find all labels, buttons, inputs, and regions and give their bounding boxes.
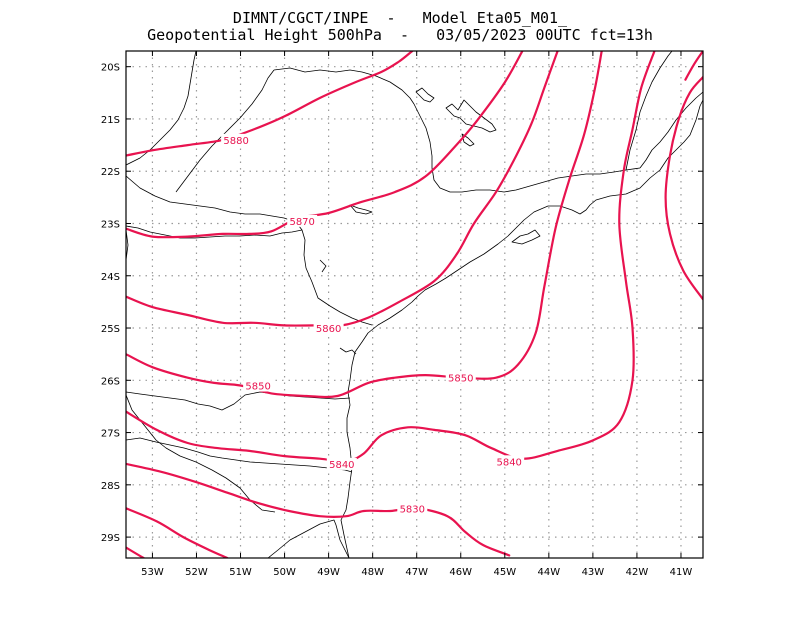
plot-frame: [125, 50, 704, 559]
lon-tick-label: 50W: [273, 567, 296, 578]
contour-5880: [126, 51, 414, 157]
coastline-segment: [126, 391, 351, 411]
lon-tick-label: 43W: [582, 567, 605, 578]
contour-label-bg: [397, 502, 428, 515]
coastline-segment: [126, 229, 129, 261]
lat-tick-label: 23S: [101, 219, 120, 230]
lat-tick-label: 26S: [101, 376, 120, 387]
contour-5850: [126, 51, 603, 399]
lon-tick-label: 44W: [538, 567, 561, 578]
map-title-line-1: DIMNT/CGCT/INPE - Model Eta05_M01_: [232, 9, 568, 27]
lat-tick-label: 22S: [101, 167, 120, 178]
coastline-segment: [126, 394, 276, 513]
contour-label-bg: [221, 133, 252, 146]
map-title-line-2: Geopotential Height 500hPa - 03/05/2023 …: [147, 26, 653, 44]
contour-label-5860: 5860: [316, 324, 341, 335]
height-contours: [126, 51, 703, 558]
coastline-segment: [415, 87, 435, 103]
contour-5830: [126, 462, 511, 557]
contour-5860: [126, 51, 559, 328]
lat-tick-label: 27S: [101, 429, 120, 440]
coastline-segment: [349, 204, 373, 215]
contour-label-bg: [243, 379, 274, 392]
lon-tick-label: 52W: [185, 567, 208, 578]
coastline-segment: [639, 91, 703, 169]
contour-label-5870: 5870: [289, 217, 314, 228]
coastline-and-borders: [126, 51, 703, 558]
lon-tick-label: 53W: [141, 567, 164, 578]
coastline-segment: [413, 103, 641, 193]
contour-5870: [126, 51, 524, 239]
coastline-segment: [267, 519, 350, 558]
contour-5840: [126, 51, 656, 463]
axis-ticks: 53W 52W 51W 50W 49W 48W 47W 46W 45W 44W 43W 42W 41W 2…: [101, 51, 703, 578]
lon-tick-label: 46W: [449, 567, 472, 578]
contour-labels: 5830 5860 5870 5880 5850 5850 5840 5840: [221, 133, 525, 515]
lon-tick-label: 48W: [361, 567, 384, 578]
contour-label-5850: 5850: [245, 382, 270, 393]
contour-label-5830: 5830: [400, 504, 425, 515]
contour-label-bg: [445, 371, 476, 384]
lat-tick-label: 29S: [101, 533, 120, 544]
contour-label-5880: 5880: [223, 136, 248, 147]
lon-tick-label: 41W: [670, 567, 693, 578]
lon-tick-label: 47W: [405, 567, 428, 578]
lat-tick-label: 21S: [101, 115, 120, 126]
contour-label-5840: 5840: [329, 460, 354, 471]
coastline-segment: [273, 67, 415, 105]
contour-5810: [126, 546, 145, 558]
lat-tick-label: 20S: [101, 63, 120, 74]
contour-5840: [664, 76, 703, 301]
contour-label-bg: [287, 214, 318, 227]
coastline-segment: [126, 437, 353, 473]
lon-tick-label: 49W: [317, 567, 340, 578]
coastline-segment: [625, 51, 673, 171]
coastline-segment: [175, 69, 275, 193]
coastline-segment: [126, 175, 303, 231]
contour-label-bg: [494, 455, 525, 468]
lat-tick-label: 28S: [101, 481, 120, 492]
lat-tick-label: 24S: [101, 272, 120, 283]
contour-label-5840: 5840: [496, 457, 521, 468]
coastline-segment: [445, 99, 497, 133]
lat-tick-label: 25S: [101, 324, 120, 335]
lon-tick-label: 51W: [229, 567, 252, 578]
lat-lon-grid: [126, 51, 703, 558]
contour-5820: [126, 507, 229, 558]
contour-label-bg: [326, 457, 357, 470]
contour-5840: [684, 51, 703, 81]
coastline-segment: [340, 99, 703, 558]
coastline-segment: [511, 229, 541, 245]
coastline-segment: [461, 133, 475, 147]
lon-tick-label: 45W: [493, 567, 516, 578]
coastline-segment: [339, 347, 357, 355]
coastline-segment: [319, 259, 327, 273]
contour-label-5850: 5850: [448, 374, 473, 385]
contour-label-bg: [313, 322, 344, 335]
lon-tick-label: 42W: [626, 567, 649, 578]
